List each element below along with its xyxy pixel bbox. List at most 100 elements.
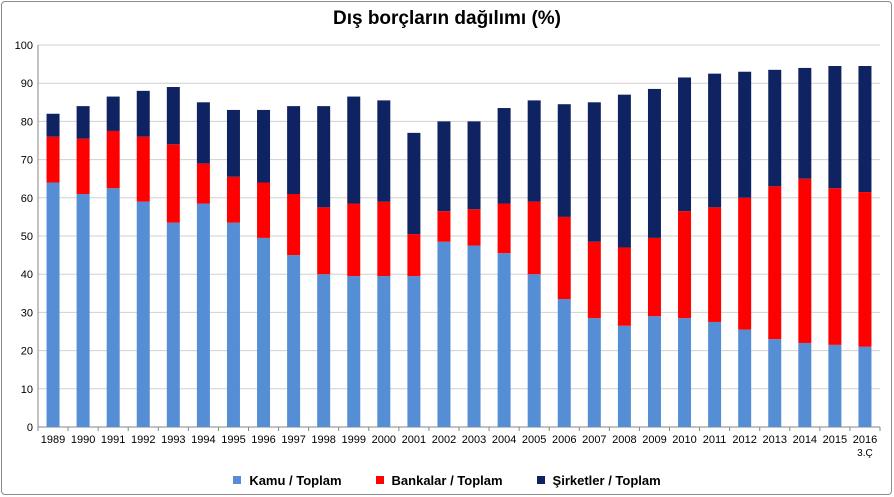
bar-segment-kamu (196, 203, 210, 427)
bar-segment-bankalar (798, 178, 812, 343)
x-tick-label: 1996 (251, 434, 275, 446)
bar-segment-kamu (828, 344, 842, 427)
legend-label-sirketler: Şirketler / Toplam (552, 472, 661, 488)
x-tick-label: 2003 (462, 434, 486, 446)
y-tick-label: 50 (21, 231, 33, 243)
x-tick-label: 2008 (612, 434, 636, 446)
bar-segment-bankalar (407, 234, 421, 277)
bar-segment-sirketler (678, 77, 692, 212)
bar-segment-kamu (798, 342, 812, 427)
bar-segment-kamu (166, 222, 180, 427)
bar-segment-bankalar (497, 203, 511, 254)
bar-segment-kamu (226, 222, 240, 427)
x-tick-label: 1991 (101, 434, 125, 446)
bar-segment-bankalar (317, 207, 331, 275)
bar-segment-bankalar (708, 207, 722, 322)
bar-segment-kamu (557, 299, 571, 427)
bar-segment-bankalar (678, 211, 692, 319)
bar-segment-sirketler (347, 96, 361, 204)
bar-segment-kamu (858, 346, 872, 427)
bar-segment-bankalar (828, 188, 842, 345)
bar-segment-kamu (437, 241, 451, 427)
legend-label-bankalar: Bankalar / Toplam (391, 472, 503, 488)
bar-segment-kamu (738, 329, 752, 427)
bar-segment-sirketler (708, 73, 722, 208)
bar-segment-sirketler (557, 104, 571, 217)
bar-segment-sirketler (196, 102, 210, 164)
x-tick-label: 2004 (492, 434, 516, 446)
bar-segment-sirketler (858, 66, 872, 193)
bar-segment-kamu (106, 188, 120, 427)
x-tick-label: 2001 (402, 434, 426, 446)
legend-item-kamu: Kamu / Toplam (233, 472, 342, 488)
y-tick-label: 10 (21, 384, 33, 396)
bar-segment-sirketler (617, 94, 631, 248)
y-tick-label: 70 (21, 155, 33, 167)
bar-segment-sirketler (46, 113, 60, 137)
x-tick-label: 1999 (342, 434, 366, 446)
legend-swatch-sirketler (536, 476, 545, 484)
bar-segment-kamu (46, 182, 60, 427)
bar-segment-bankalar (347, 203, 361, 277)
bar-segment-bankalar (768, 186, 782, 340)
x-tick-label: 2010 (672, 434, 696, 446)
bar-segment-sirketler (828, 66, 842, 189)
y-tick-label: 30 (21, 307, 33, 319)
x-tick-label: 1994 (191, 434, 215, 446)
bar-segment-sirketler (407, 132, 421, 235)
bar-segment-sirketler (76, 106, 90, 139)
bar-segment-kamu (257, 237, 271, 427)
bar-segment-bankalar (858, 192, 872, 347)
bar-segment-sirketler (587, 102, 601, 242)
x-tick-label: 2012 (732, 434, 756, 446)
x-tick-label: 1992 (131, 434, 155, 446)
bar-segment-kamu (768, 339, 782, 427)
bar-segment-bankalar (106, 130, 120, 189)
bar-segment-sirketler (798, 67, 812, 179)
y-tick-label: 20 (21, 346, 33, 358)
bar-segment-sirketler (226, 109, 240, 177)
bar-segment-kamu (76, 193, 90, 427)
bar-segment-kamu (527, 274, 541, 427)
bar-segment-sirketler (738, 71, 752, 198)
bar-segment-bankalar (377, 201, 391, 277)
x-tick-label: 2011 (703, 434, 727, 446)
bar-segment-sirketler (136, 90, 150, 137)
legend-item-sirketler: Şirketler / Toplam (536, 472, 661, 488)
bar-segment-bankalar (257, 182, 271, 238)
x-tick-sublabel: 3.Ç (857, 448, 873, 459)
x-tick-label: 1993 (161, 434, 185, 446)
bar-segment-bankalar (467, 209, 481, 246)
bar-segment-sirketler (317, 106, 331, 208)
x-tick-label: 2009 (642, 434, 666, 446)
bar-segment-bankalar (557, 216, 571, 300)
bar-segment-kamu (377, 276, 391, 427)
x-tick-label: 2000 (372, 434, 396, 446)
bar-segment-sirketler (106, 96, 120, 131)
bar-segment-kamu (136, 201, 150, 427)
bar-segment-kamu (678, 318, 692, 427)
bar-segment-kamu (287, 255, 301, 427)
bar-segment-sirketler (768, 69, 782, 187)
x-tick-label: 1989 (41, 434, 65, 446)
bar-segment-bankalar (617, 247, 631, 326)
bar-segment-sirketler (497, 108, 511, 204)
bar-segment-bankalar (46, 136, 60, 183)
bar-segment-bankalar (437, 211, 451, 242)
bar-segment-kamu (347, 276, 361, 427)
bar-segment-bankalar (527, 201, 541, 275)
bar-segment-bankalar (738, 197, 752, 330)
x-tick-label: 1998 (311, 434, 335, 446)
bar-segment-bankalar (226, 176, 240, 223)
y-tick-label: 40 (21, 269, 33, 281)
bar-segment-kamu (708, 321, 722, 427)
x-tick-label: 2013 (763, 434, 787, 446)
bar-segment-sirketler (647, 88, 661, 238)
bar-segment-kamu (647, 316, 661, 427)
x-tick-label: 2015 (823, 434, 847, 446)
legend-label-kamu: Kamu / Toplam (249, 472, 342, 488)
x-tick-label: 2007 (582, 434, 606, 446)
bar-segment-sirketler (257, 109, 271, 183)
bar-segment-kamu (467, 245, 481, 427)
y-tick-label: 60 (21, 193, 33, 205)
